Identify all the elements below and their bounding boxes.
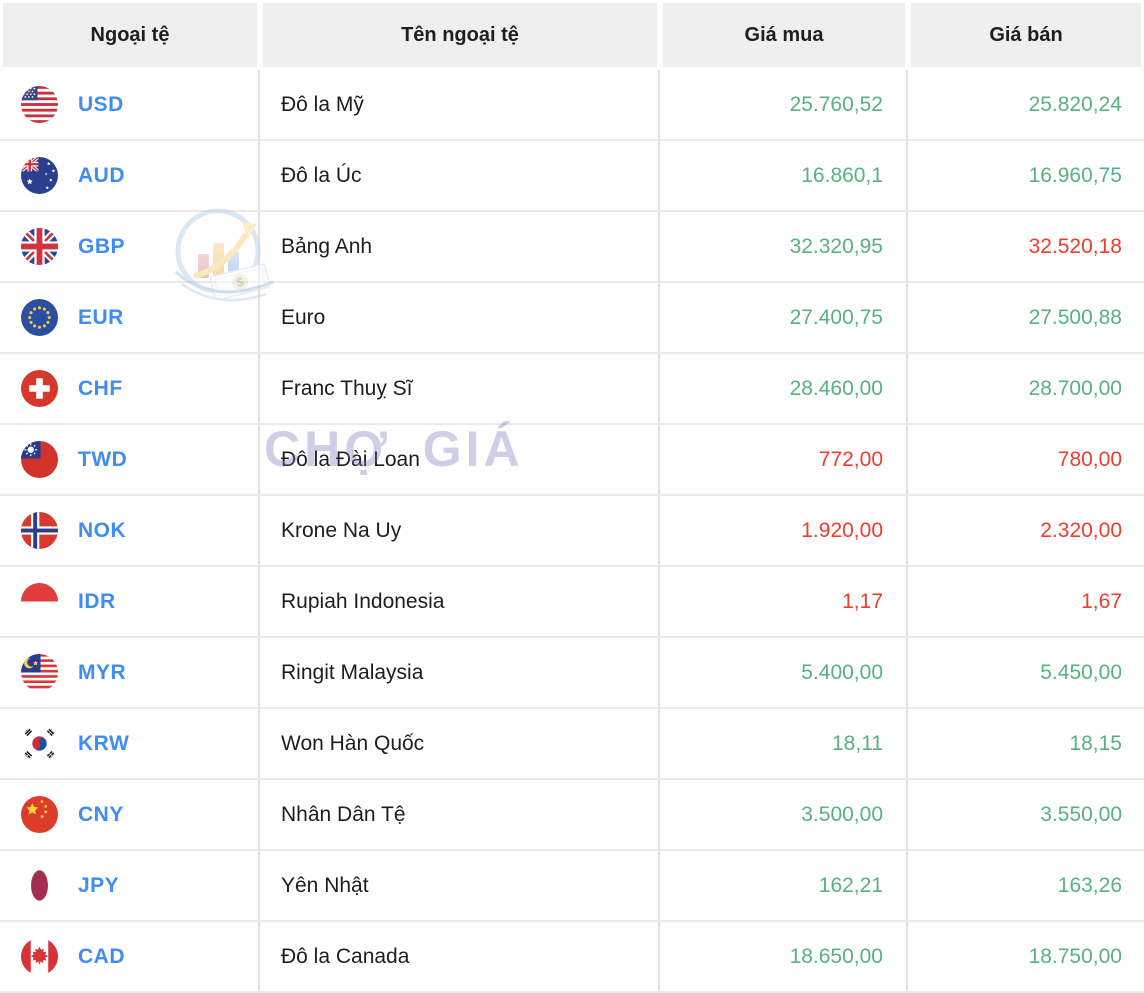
header-sell-price: Giá bán [911, 3, 1141, 67]
currency-name: Euro [260, 283, 660, 352]
currency-cell: IDR [0, 567, 260, 636]
united-states-flag-icon [21, 86, 58, 123]
currency-cell: KRW [0, 709, 260, 778]
indonesia-flag-icon [21, 583, 58, 620]
sell-price: 3.550,00 [908, 780, 1144, 849]
taiwan-flag-icon [21, 441, 58, 478]
currency-code: USD [78, 92, 124, 116]
currency-name: Won Hàn Quốc [260, 709, 660, 778]
currency-name: Yên Nhật [260, 851, 660, 920]
currency-row-usd[interactable]: USD Đô la Mỹ 25.760,52 25.820,24 [0, 70, 1144, 141]
currency-cell: NOK [0, 496, 260, 565]
currency-row-eur[interactable]: EUR Euro 27.400,75 27.500,88 [0, 283, 1144, 354]
currency-name: Đô la Canada [260, 922, 660, 991]
south-korea-flag-icon [21, 725, 58, 762]
currency-row-krw[interactable]: KRW Won Hàn Quốc 18,11 18,15 [0, 709, 1144, 780]
currency-row-idr[interactable]: IDR Rupiah Indonesia 1,17 1,67 [0, 567, 1144, 638]
buy-price: 27.400,75 [660, 283, 908, 352]
buy-price: 28.460,00 [660, 354, 908, 423]
currency-cell: JPY [0, 851, 260, 920]
australia-flag-icon [21, 157, 58, 194]
buy-price: 1.920,00 [660, 496, 908, 565]
currency-code: AUD [78, 163, 125, 187]
buy-price: 18.650,00 [660, 922, 908, 991]
currency-cell: CNY [0, 780, 260, 849]
buy-price: 5.400,00 [660, 638, 908, 707]
buy-price: 772,00 [660, 425, 908, 494]
sell-price: 32.520,18 [908, 212, 1144, 281]
sell-price: 5.450,00 [908, 638, 1144, 707]
norway-flag-icon [21, 512, 58, 549]
header-buy-price: Giá mua [663, 3, 905, 67]
header-currency: Ngoại tệ [3, 3, 257, 67]
currency-name: Đô la Úc [260, 141, 660, 210]
buy-price: 3.500,00 [660, 780, 908, 849]
currency-row-aud[interactable]: AUD Đô la Úc 16.860,1 16.960,75 [0, 141, 1144, 212]
sell-price: 28.700,00 [908, 354, 1144, 423]
currency-name: Nhân Dân Tệ [260, 780, 660, 849]
canada-flag-icon [21, 938, 58, 975]
sell-price: 2.320,00 [908, 496, 1144, 565]
currency-cell: CAD [0, 922, 260, 991]
malaysia-flag-icon [21, 654, 58, 691]
sell-price: 18,15 [908, 709, 1144, 778]
currency-cell: USD [0, 70, 260, 139]
switzerland-flag-icon [21, 370, 58, 407]
united-kingdom-flag-icon [21, 228, 58, 265]
currency-cell: AUD [0, 141, 260, 210]
currency-code: TWD [78, 447, 128, 471]
buy-price: 32.320,95 [660, 212, 908, 281]
currency-name: Rupiah Indonesia [260, 567, 660, 636]
currency-row-cad[interactable]: CAD Đô la Canada 18.650,00 18.750,00 [0, 922, 1144, 993]
currency-code: IDR [78, 589, 116, 613]
currency-code: CAD [78, 944, 125, 968]
buy-price: 25.760,52 [660, 70, 908, 139]
currency-row-gbp[interactable]: GBP Bảng Anh 32.320,95 32.520,18 [0, 212, 1144, 283]
currency-cell: TWD [0, 425, 260, 494]
currency-code: CNY [78, 802, 124, 826]
currency-code: GBP [78, 234, 126, 258]
currency-name: Ringit Malaysia [260, 638, 660, 707]
buy-price: 1,17 [660, 567, 908, 636]
header-currency-name: Tên ngoại tệ [263, 3, 657, 67]
china-flag-icon [21, 796, 58, 833]
buy-price: 162,21 [660, 851, 908, 920]
table-header-row: Ngoại tệ Tên ngoại tệ Giá mua Giá bán [0, 0, 1144, 70]
sell-price: 163,26 [908, 851, 1144, 920]
currency-name: Đô la Mỹ [260, 70, 660, 139]
currency-name: Franc Thuỵ Sĩ [260, 354, 660, 423]
sell-price: 18.750,00 [908, 922, 1144, 991]
currency-code: KRW [78, 731, 130, 755]
currency-code: NOK [78, 518, 127, 542]
currency-row-cny[interactable]: CNY Nhân Dân Tệ 3.500,00 3.550,00 [0, 780, 1144, 851]
currency-cell: CHF [0, 354, 260, 423]
japan-flag-icon [21, 867, 58, 904]
sell-price: 27.500,88 [908, 283, 1144, 352]
currency-cell: MYR [0, 638, 260, 707]
sell-price: 780,00 [908, 425, 1144, 494]
sell-price: 1,67 [908, 567, 1144, 636]
currency-cell: GBP [0, 212, 260, 281]
currency-code: JPY [78, 873, 120, 897]
currency-code: EUR [78, 305, 124, 329]
currency-name: Krone Na Uy [260, 496, 660, 565]
currency-cell: EUR [0, 283, 260, 352]
european-union-flag-icon [21, 299, 58, 336]
buy-price: 16.860,1 [660, 141, 908, 210]
currency-code: MYR [78, 660, 127, 684]
currency-row-myr[interactable]: MYR Ringit Malaysia 5.400,00 5.450,00 [0, 638, 1144, 709]
currency-row-chf[interactable]: CHF Franc Thuỵ Sĩ 28.460,00 28.700,00 [0, 354, 1144, 425]
currency-row-twd[interactable]: TWD Đô la Đài Loan 772,00 780,00 [0, 425, 1144, 496]
buy-price: 18,11 [660, 709, 908, 778]
currency-code: CHF [78, 376, 123, 400]
sell-price: 16.960,75 [908, 141, 1144, 210]
currency-name: Đô la Đài Loan [260, 425, 660, 494]
currency-row-nok[interactable]: NOK Krone Na Uy 1.920,00 2.320,00 [0, 496, 1144, 567]
currency-name: Bảng Anh [260, 212, 660, 281]
currency-row-jpy[interactable]: JPY Yên Nhật 162,21 163,26 [0, 851, 1144, 922]
sell-price: 25.820,24 [908, 70, 1144, 139]
